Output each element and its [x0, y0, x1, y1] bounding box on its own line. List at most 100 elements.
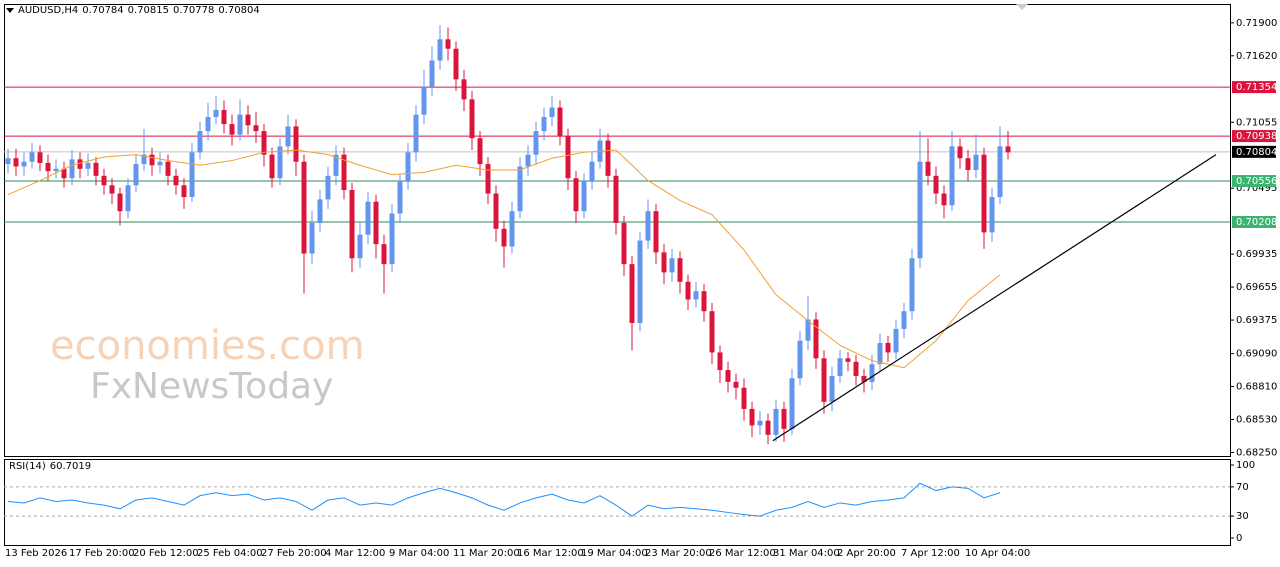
candle-body: [717, 352, 723, 371]
candle-body: [205, 117, 211, 132]
rsi-frame: [4, 459, 1231, 546]
x-tick-label: 2 Apr 20:00: [837, 548, 896, 559]
candle-body: [253, 125, 259, 132]
y-tick-label: 0.71620: [1236, 51, 1277, 62]
candle-body: [765, 420, 771, 435]
x-tick-label: 9 Mar 04:00: [389, 548, 449, 559]
candle-body: [261, 131, 267, 155]
level-box: [1232, 145, 1276, 158]
candle-body: [741, 387, 747, 409]
candle-body: [701, 291, 707, 312]
y-tick-label: 0.69090: [1236, 349, 1277, 360]
candle-body: [421, 86, 427, 115]
candle-body: [989, 197, 995, 233]
candle-body: [981, 154, 987, 233]
candle-body: [965, 158, 971, 170]
candle-body: [973, 154, 979, 170]
candle-body: [357, 234, 363, 259]
candle-body: [5, 158, 11, 165]
candle-body: [653, 211, 659, 253]
high: 0.70815: [127, 5, 170, 16]
open: 0.70784: [82, 5, 124, 16]
moving-average: [7, 149, 1001, 369]
candle-body: [957, 146, 963, 159]
candle-body: [893, 328, 899, 353]
candle-body: [285, 126, 291, 147]
candle-body: [821, 358, 827, 402]
candle-body: [781, 408, 787, 429]
candle-body: [437, 39, 443, 61]
candle-body: [869, 364, 875, 382]
level-box: [1232, 81, 1276, 94]
y-tick-label: 30: [1236, 511, 1249, 522]
candle-body: [693, 291, 699, 300]
candle-body: [589, 161, 595, 182]
close: 0.70804: [218, 5, 260, 16]
candle-body: [301, 161, 307, 254]
rsi-title: RSI(14): [9, 461, 46, 472]
header: AUDUSD,H4 0.70784 0.70815 0.70778 0.70804: [6, 5, 264, 16]
y-tick-label: 0.69375: [1236, 315, 1277, 326]
candle-body: [941, 193, 947, 206]
candle-body: [397, 181, 403, 214]
candle-body: [485, 164, 491, 194]
candle-body: [541, 117, 547, 132]
candle-body: [469, 99, 475, 139]
x-tick-label: 31 Mar 04:00: [773, 548, 840, 559]
level-label: 0.71354: [1236, 82, 1277, 93]
candle-body: [365, 201, 371, 235]
x-tick-label: 20 Feb 12:00: [133, 548, 199, 559]
candle-body: [221, 109, 227, 125]
candle-body: [517, 166, 523, 212]
y-tick-label: 0.69655: [1236, 282, 1277, 293]
candle-body: [493, 193, 499, 229]
watermark: economies.com: [50, 323, 365, 369]
candle-body: [125, 185, 131, 212]
x-tick-label: 25 Feb 04:00: [197, 548, 263, 559]
candle-body: [53, 168, 59, 172]
level-box: [1232, 175, 1276, 188]
candle-body: [797, 340, 803, 379]
candle-body: [293, 126, 299, 162]
candle-body: [461, 79, 467, 100]
y-tick-label: 0.68810: [1236, 382, 1277, 393]
y-tick-label: 0.70495: [1236, 183, 1277, 194]
candle-body: [277, 146, 283, 179]
candle-body: [677, 258, 683, 282]
candle-body: [549, 107, 555, 117]
candle-body: [309, 222, 315, 254]
candle-body: [85, 162, 91, 169]
watermark: FxNewsToday: [90, 366, 333, 407]
candle-body: [165, 161, 171, 176]
y-tick-label: 0.69935: [1236, 249, 1277, 260]
candle-body: [101, 175, 107, 186]
candle-body: [685, 281, 691, 300]
x-tick-label: 17 Feb 20:00: [69, 548, 135, 559]
candle-body: [197, 131, 203, 153]
candle-body: [21, 161, 27, 167]
candle-body: [149, 154, 155, 166]
candle-body: [525, 154, 531, 167]
candle-body: [381, 244, 387, 265]
trendline: [772, 154, 1217, 442]
candle-body: [613, 175, 619, 223]
candle-body: [885, 343, 891, 353]
level-box: [1232, 215, 1276, 228]
candle-body: [477, 138, 483, 165]
level-label: 0.70208: [1236, 217, 1277, 228]
candle-body: [13, 158, 19, 167]
candle-body: [933, 175, 939, 194]
rsi-line: [7, 482, 1001, 517]
candle-body: [949, 146, 955, 206]
candle-body: [29, 152, 35, 162]
candle-body: [917, 161, 923, 259]
candle-body: [533, 131, 539, 155]
y-tick-label: 0.71900: [1236, 18, 1277, 29]
candle-body: [629, 264, 635, 323]
candle-body: [429, 60, 435, 87]
candle-body: [661, 252, 667, 273]
candle-body: [997, 146, 1003, 198]
candle-body: [349, 189, 355, 259]
main-frame: [4, 4, 1231, 457]
candle-body: [573, 178, 579, 212]
